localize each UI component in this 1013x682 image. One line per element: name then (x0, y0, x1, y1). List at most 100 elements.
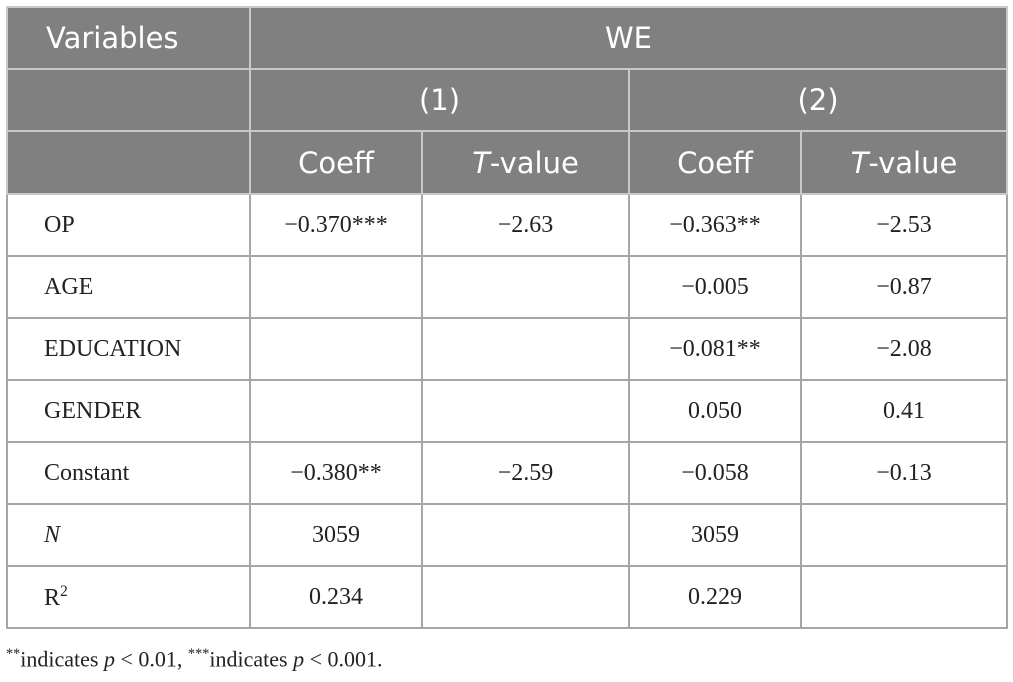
label-text: GENDER (44, 397, 142, 424)
table-cell (421, 317, 630, 381)
table-cell: 0.41 (800, 379, 1008, 443)
row-label: EDUCATION (6, 317, 251, 381)
table-cell: 0.234 (249, 565, 423, 629)
table-cell (249, 255, 423, 319)
label-text: OP (44, 211, 75, 238)
table-row: OP −0.370*** −2.63 −0.363** −2.53 (6, 193, 1008, 257)
row-label: R2 (6, 565, 251, 629)
cell-text: −0.13 (876, 459, 932, 486)
header-cell (6, 130, 251, 195)
table-cell (421, 255, 630, 319)
table-header: Variables WE (1) (2) Coeff T-value Coeff T-… (6, 6, 1008, 195)
table-cell: −0.87 (800, 255, 1008, 319)
header-italic: T (472, 145, 490, 180)
cell-text: 0.229 (688, 583, 742, 610)
table-cell: −0.081** (628, 317, 802, 381)
table-row: GENDER 0.050 0.41 (6, 379, 1008, 443)
header-row: Coeff T-value Coeff T-value (6, 130, 1008, 195)
cell-text: −2.08 (876, 335, 932, 362)
table-cell: −0.363** (628, 193, 802, 257)
table-cell: 3059 (628, 503, 802, 567)
table-row: R2 0.234 0.229 (6, 565, 1008, 629)
label-text: AGE (44, 273, 94, 300)
table-cell: −2.08 (800, 317, 1008, 381)
header-cell: (1) (249, 68, 630, 132)
table-cell: −0.380** (249, 441, 423, 505)
table-cell (421, 379, 630, 443)
cell-text: −0.081** (669, 335, 761, 362)
cell-text: 3059 (312, 521, 360, 548)
table-body: OP −0.370*** −2.63 −0.363** −2.53 AGE −0.005 −0… (6, 193, 1008, 629)
table-row: EDUCATION −0.081** −2.08 (6, 317, 1008, 381)
cell-text: −0.005 (681, 273, 749, 300)
cell-text: −2.59 (497, 459, 554, 486)
cell-text: 0.41 (883, 397, 925, 424)
table-cell: −2.63 (421, 193, 630, 257)
footnote-text: indicates (20, 646, 104, 672)
header-row: Variables WE (6, 6, 1008, 70)
table-cell (421, 565, 630, 629)
header-text: Coeff (298, 145, 374, 180)
table-cell: −0.058 (628, 441, 802, 505)
cell-text: −2.63 (497, 211, 554, 238)
row-label: OP (6, 193, 251, 257)
header-cell (6, 68, 251, 132)
footnote-text: p (104, 646, 115, 672)
header-cell: (2) (628, 68, 1008, 132)
table-cell: −2.53 (800, 193, 1008, 257)
cell-text: −0.380** (290, 459, 382, 486)
cell-text: 0.050 (688, 397, 742, 424)
table-cell: −0.13 (800, 441, 1008, 505)
header-text: -value (868, 145, 958, 180)
header-row: (1) (2) (6, 68, 1008, 132)
cell-text: −0.370*** (284, 211, 388, 238)
table-cell (800, 565, 1008, 629)
header-cell: WE (249, 6, 1008, 70)
table-cell: −0.370*** (249, 193, 423, 257)
table-row: N 3059 3059 (6, 503, 1008, 567)
table-cell: 0.229 (628, 565, 802, 629)
cell-text: −2.53 (876, 211, 932, 238)
header-italic: T (850, 145, 869, 180)
footnote-text: < 0.001. (304, 646, 383, 672)
footnote: **indicates p < 0.01, ***indicates p < 0… (6, 646, 383, 672)
header-text: Coeff (677, 145, 753, 180)
footnote-text: ** (6, 646, 21, 662)
row-label: AGE (6, 255, 251, 319)
footnote-text: *** (187, 646, 210, 662)
row-label: Constant (6, 441, 251, 505)
table-cell (421, 503, 630, 567)
label-text: R (44, 584, 61, 611)
table-cell: 0.050 (628, 379, 802, 443)
cell-text: 0.234 (309, 583, 363, 610)
cell-text: −0.058 (681, 459, 749, 486)
label-text: Constant (44, 459, 130, 486)
label-sup: 2 (60, 582, 68, 600)
header-cell: Variables (6, 6, 251, 70)
header-cell: Coeff (628, 130, 802, 195)
row-label: GENDER (6, 379, 251, 443)
cell-text: −0.363** (669, 211, 761, 238)
label-text: EDUCATION (44, 335, 182, 362)
header-cell: Coeff (249, 130, 423, 195)
header-text: -value (489, 145, 579, 180)
footnote-text: < 0.01, (115, 646, 188, 672)
cell-text: 3059 (691, 521, 739, 548)
row-label: N (6, 503, 251, 567)
table-cell: 3059 (249, 503, 423, 567)
table-cell: −0.005 (628, 255, 802, 319)
table-row: AGE −0.005 −0.87 (6, 255, 1008, 319)
cell-text: −0.87 (876, 273, 932, 300)
table-cell: −2.59 (421, 441, 630, 505)
header-cell: T-value (421, 130, 630, 195)
results-table: Variables WE (1) (2) Coeff T-value Coeff T-… (6, 6, 1008, 629)
label-text: N (44, 521, 61, 548)
footnote-text: indicates (209, 646, 294, 672)
footnote-text: p (293, 646, 305, 672)
table-cell (800, 503, 1008, 567)
table-cell (249, 317, 423, 381)
table-cell (249, 379, 423, 443)
header-cell: T-value (800, 130, 1008, 195)
table-row: Constant −0.380** −2.59 −0.058 −0.13 (6, 441, 1008, 505)
